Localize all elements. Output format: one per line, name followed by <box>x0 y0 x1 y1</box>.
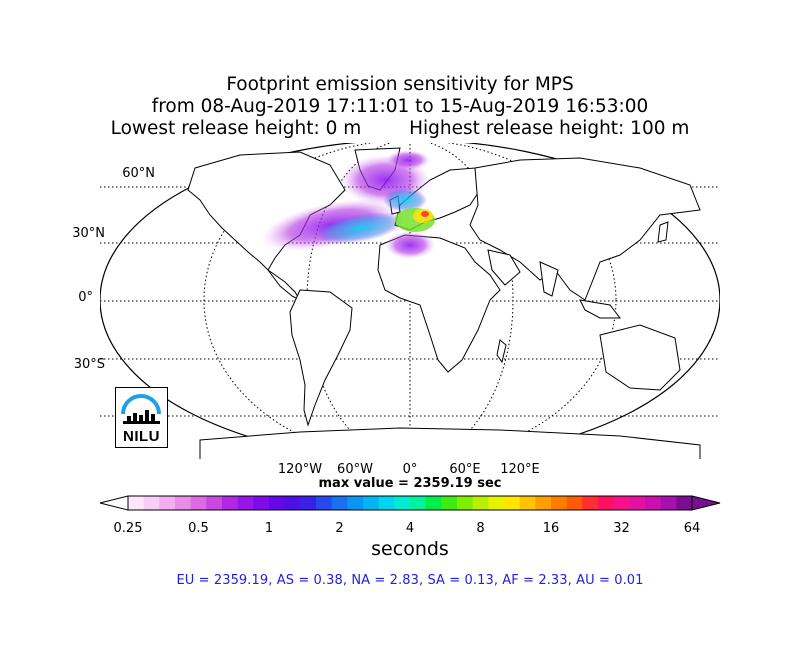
colorbar-cell <box>378 496 395 510</box>
colorbar-cell <box>441 496 458 510</box>
lon-label-60e: 60°E <box>449 462 481 477</box>
map-title-line2: from 08-Aug-2019 17:11:01 to 15-Aug-2019… <box>151 96 649 117</box>
colorbar-cell <box>190 496 207 510</box>
colorbar-cell <box>457 496 474 510</box>
colorbar-cell <box>316 496 333 510</box>
colorbar-tick-8: 64 <box>683 521 701 536</box>
colorbar-extend-max <box>691 495 721 511</box>
colorbar-cell <box>206 496 223 510</box>
colorbar-cell <box>222 496 239 510</box>
colorbar-cell <box>253 496 270 510</box>
colorbar-cell <box>676 496 693 510</box>
lon-label-120w: 120°W <box>277 462 323 477</box>
colorbar-cell <box>613 496 630 510</box>
colorbar-cell <box>519 496 536 510</box>
colorbar-cell <box>645 496 662 510</box>
colorbar-cell <box>598 496 615 510</box>
colorbar-cell <box>425 496 442 510</box>
colorbar-tick-4: 4 <box>405 521 415 536</box>
colorbar-tick-7: 32 <box>613 521 630 536</box>
lon-label-0: 0° <box>402 462 418 477</box>
colorbar-extend-min <box>99 495 129 511</box>
lon-label-60w: 60°W <box>337 462 373 477</box>
lowest-release-height: Lowest release height: 0 m <box>110 118 362 139</box>
highest-release-height: Highest release height: 100 m <box>409 118 690 139</box>
lat-label-60n: 60°N <box>122 166 155 181</box>
colorbar-cell <box>269 496 286 510</box>
colorbar-cell <box>159 496 176 510</box>
colorbar-frame <box>127 495 693 511</box>
lat-label-30s: 30°S <box>73 357 105 372</box>
colorbar-cell <box>582 496 599 510</box>
colorbar-cell <box>175 496 192 510</box>
colorbar-cell <box>347 496 364 510</box>
footprint-plume <box>261 150 435 259</box>
lon-label-120e: 120°E <box>500 462 540 477</box>
colorbar-cell <box>143 496 160 510</box>
colorbar-cell <box>331 496 348 510</box>
colorbar-cell <box>566 496 583 510</box>
colorbar-tick-1: 0.5 <box>188 521 209 536</box>
colorbar-cell <box>660 496 677 510</box>
nilu-logo: NILU <box>115 387 168 448</box>
colorbar <box>99 495 721 511</box>
world-map <box>100 143 720 459</box>
colorbar-cell <box>363 496 380 510</box>
colorbar-cell <box>394 496 411 510</box>
colorbar-cell <box>472 496 489 510</box>
colorbar-cell <box>504 496 521 510</box>
colorbar-tick-5: 8 <box>476 521 485 536</box>
colorbar-cell <box>535 496 552 510</box>
lat-label-equator: 0° <box>78 290 93 305</box>
colorbar-tick-3: 2 <box>335 521 344 536</box>
colorbar-tick-6: 16 <box>542 521 560 536</box>
release-heights-line: Lowest release height: 0 m Highest relea… <box>0 118 800 140</box>
colorbar-cell <box>284 496 301 510</box>
map-title-line1: Footprint emission sensitivity for MPS <box>226 74 574 95</box>
colorbar-cell <box>128 496 145 510</box>
regional-totals: EU = 2359.19, AS = 0.38, NA = 2.83, SA =… <box>176 573 644 588</box>
colorbar-cell <box>629 496 646 510</box>
colorbar-label: seconds <box>371 538 449 560</box>
colorbar-cell <box>410 496 427 510</box>
colorbar-tick-2: 1 <box>264 521 274 536</box>
colorbar-cell <box>488 496 505 510</box>
lat-label-30n: 30°N <box>72 226 105 241</box>
logo-text: NILU <box>123 428 160 445</box>
colorbar-tick-0: 0.25 <box>113 521 143 536</box>
colorbar-cell <box>237 496 254 510</box>
nilu-logo-mark <box>121 394 161 424</box>
max-value: max value = 2359.19 sec <box>318 476 502 491</box>
colorbar-cell <box>551 496 568 510</box>
colorbar-cell <box>300 496 317 510</box>
